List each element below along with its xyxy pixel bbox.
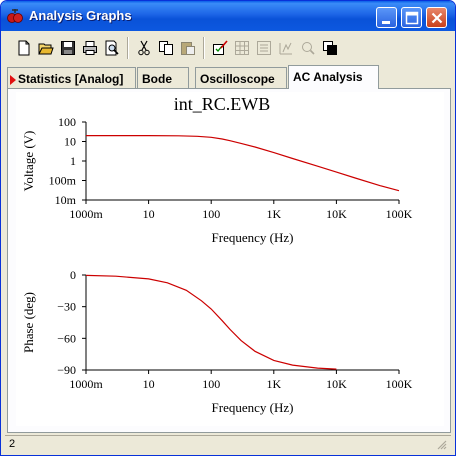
- minimize-button[interactable]: [376, 7, 397, 28]
- tab-label: Statistics [Analog]: [18, 72, 124, 86]
- phase-y-axis-label: Phase (deg): [21, 292, 36, 353]
- print-icon: [83, 41, 97, 55]
- tab-statistics-analog[interactable]: Statistics [Analog]: [7, 67, 136, 89]
- voltage-x-tick-label: 1K: [266, 207, 281, 221]
- maximize-icon: [405, 11, 419, 25]
- voltage-y-tick-label: 1: [70, 154, 76, 168]
- grid-icon: [235, 41, 249, 55]
- open-icon: [38, 43, 54, 55]
- tab-oscilloscope[interactable]: Oscilloscope: [195, 67, 287, 89]
- status-bar: 2: [5, 435, 451, 453]
- voltage-y-tick-label: 10: [64, 135, 76, 149]
- plot-area[interactable]: int_RC.EWB 1000m 10 100 1K 10K 100K 10m 100m 1 10…: [16, 92, 444, 426]
- voltage-y-tick-label: 100m: [49, 174, 77, 188]
- legend-button[interactable]: [253, 37, 275, 59]
- cursor-icon: [279, 42, 292, 55]
- phase-x-tick-label: 1K: [266, 377, 281, 391]
- tab-bode[interactable]: Bode: [137, 67, 189, 89]
- open-button[interactable]: [35, 37, 57, 59]
- print-preview-icon: [105, 40, 119, 56]
- phase-chart: 1000m 10 100 1K 10K 100K 0 −30 −60 −90 Frequency (…: [21, 268, 413, 415]
- tab-ac-analysis[interactable]: AC Analysis: [288, 65, 379, 89]
- voltage-trace[interactable]: [86, 134, 400, 192]
- window-title: Analysis Graphs: [29, 8, 132, 23]
- voltage-x-tick-label: 100: [202, 207, 220, 221]
- voltage-y-axis-label: Voltage (V): [21, 131, 36, 192]
- phase-x-axis-label: Frequency (Hz): [212, 400, 294, 415]
- save-icon: [61, 41, 75, 55]
- tab-label: AC Analysis: [293, 70, 363, 84]
- voltage-y-tick-label: 100: [58, 115, 76, 129]
- new-icon: [18, 40, 30, 56]
- voltage-x-axis-label: Frequency (Hz): [212, 230, 294, 245]
- print-preview-button[interactable]: [101, 37, 123, 59]
- ac-analysis-plots[interactable]: int_RC.EWB 1000m 10 100 1K 10K 100K10m100m110…: [16, 92, 444, 426]
- voltage-x-tick-label: 1000m: [69, 207, 103, 221]
- title-bar[interactable]: Analysis Graphs: [1, 1, 455, 31]
- phase-x-tick-label: 100K: [386, 377, 413, 391]
- phase-x-tick-label: 1000m: [69, 377, 103, 391]
- reverse-colors-icon: [323, 41, 337, 55]
- reverse-colors-button[interactable]: [319, 37, 341, 59]
- plot-title: int_RC.EWB: [174, 94, 271, 114]
- active-marker-icon: [10, 75, 16, 85]
- phase-x-tick-label: 10K: [326, 377, 347, 391]
- paste-button[interactable]: [177, 37, 199, 59]
- cut-button[interactable]: [133, 37, 155, 59]
- copy-icon: [159, 41, 173, 55]
- tab-label: Bode: [142, 72, 172, 86]
- phase-x-tick-label: 100: [202, 377, 220, 391]
- cursor-button[interactable]: [275, 37, 297, 59]
- close-icon: [431, 12, 443, 24]
- status-text: 2: [9, 438, 16, 450]
- phase-x-tick-label: 10: [143, 377, 155, 391]
- voltage-y-tick-label: 10m: [55, 193, 77, 207]
- toolbar: [9, 35, 449, 63]
- minimize-icon: [382, 21, 390, 24]
- phase-y-tick-label: 0: [70, 268, 76, 282]
- properties-icon: [213, 40, 228, 55]
- cut-icon: [138, 40, 150, 56]
- copy-button[interactable]: [155, 37, 177, 59]
- print-button[interactable]: [79, 37, 101, 59]
- voltage-chart: 1000m 10 100 1K 10K 100K 10m 100m 1 10 100 Frequenc…: [21, 115, 413, 245]
- properties-button[interactable]: [209, 37, 231, 59]
- phase-y-tick-label: −90: [57, 363, 76, 377]
- graph-panel: int_RC.EWB 1000m 10 100 1K 10K 100K 10m 100m 1 10…: [7, 88, 451, 433]
- legend-icon: [257, 41, 271, 55]
- resize-grip-icon[interactable]: [435, 438, 447, 450]
- phase-y-tick-label: −30: [57, 300, 76, 314]
- tab-label: Oscilloscope: [200, 72, 275, 86]
- zoom-icon: [302, 42, 315, 55]
- voltage-x-tick-label: 10: [143, 207, 155, 221]
- zoom-button[interactable]: [297, 37, 319, 59]
- app-icon[interactable]: [7, 8, 23, 24]
- voltage-x-tick-label: 10K: [326, 207, 347, 221]
- close-button[interactable]: [426, 7, 447, 28]
- phase-y-tick-label: −60: [57, 331, 76, 345]
- toolbar-separator: [127, 37, 129, 59]
- maximize-button[interactable]: [401, 7, 422, 28]
- phase-trace[interactable]: [85, 274, 337, 370]
- toolbar-separator: [203, 37, 205, 59]
- tab-strip: Statistics [Analog] Bode Oscilloscope AC…: [7, 65, 451, 89]
- paste-icon: [181, 42, 195, 55]
- new-button[interactable]: [13, 37, 35, 59]
- voltage-x-tick-label: 100K: [386, 207, 413, 221]
- save-button[interactable]: [57, 37, 79, 59]
- grid-button[interactable]: [231, 37, 253, 59]
